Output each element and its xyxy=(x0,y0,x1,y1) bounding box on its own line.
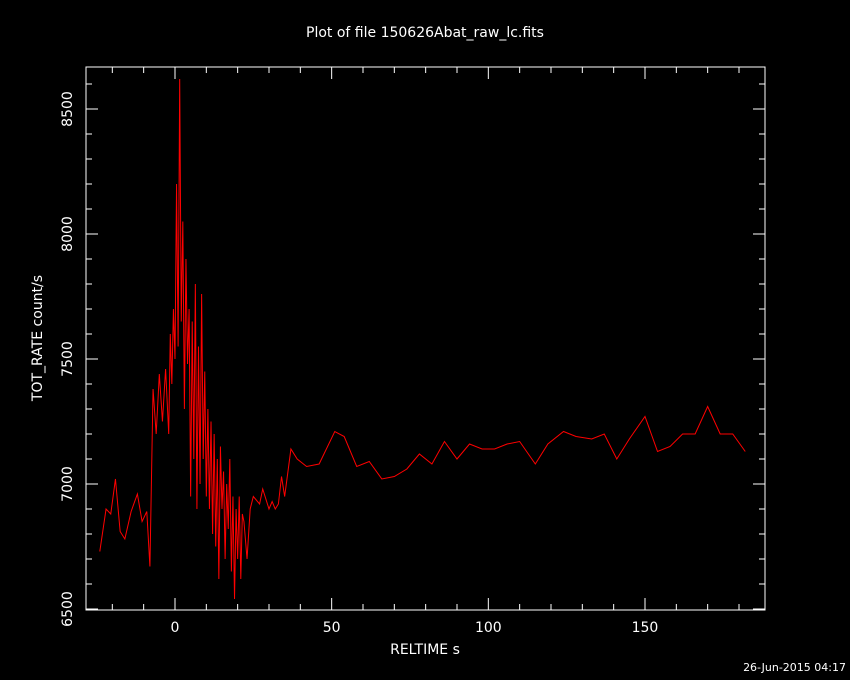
x-tick-label: 150 xyxy=(632,620,659,636)
y-tick-label: 7000 xyxy=(60,466,76,502)
x-tick-label: 100 xyxy=(475,620,502,636)
footer-date: 26-Jun-2015 04:17 xyxy=(743,661,846,674)
x-axis-label: RELTIME s xyxy=(390,642,460,658)
data-line xyxy=(99,78,746,600)
y-tick-label: 8000 xyxy=(60,216,76,252)
y-tick-label: 8500 xyxy=(60,91,76,127)
y-axis-label: TOT_RATE count/s xyxy=(30,275,46,402)
y-tick-label: 6500 xyxy=(60,591,76,627)
chart-title: Plot of file 150626Abat_raw_lc.fits xyxy=(306,25,544,41)
x-tick-label: 0 xyxy=(171,620,180,636)
y-tick-label: 7500 xyxy=(60,341,76,377)
x-tick-label: 50 xyxy=(323,620,341,636)
